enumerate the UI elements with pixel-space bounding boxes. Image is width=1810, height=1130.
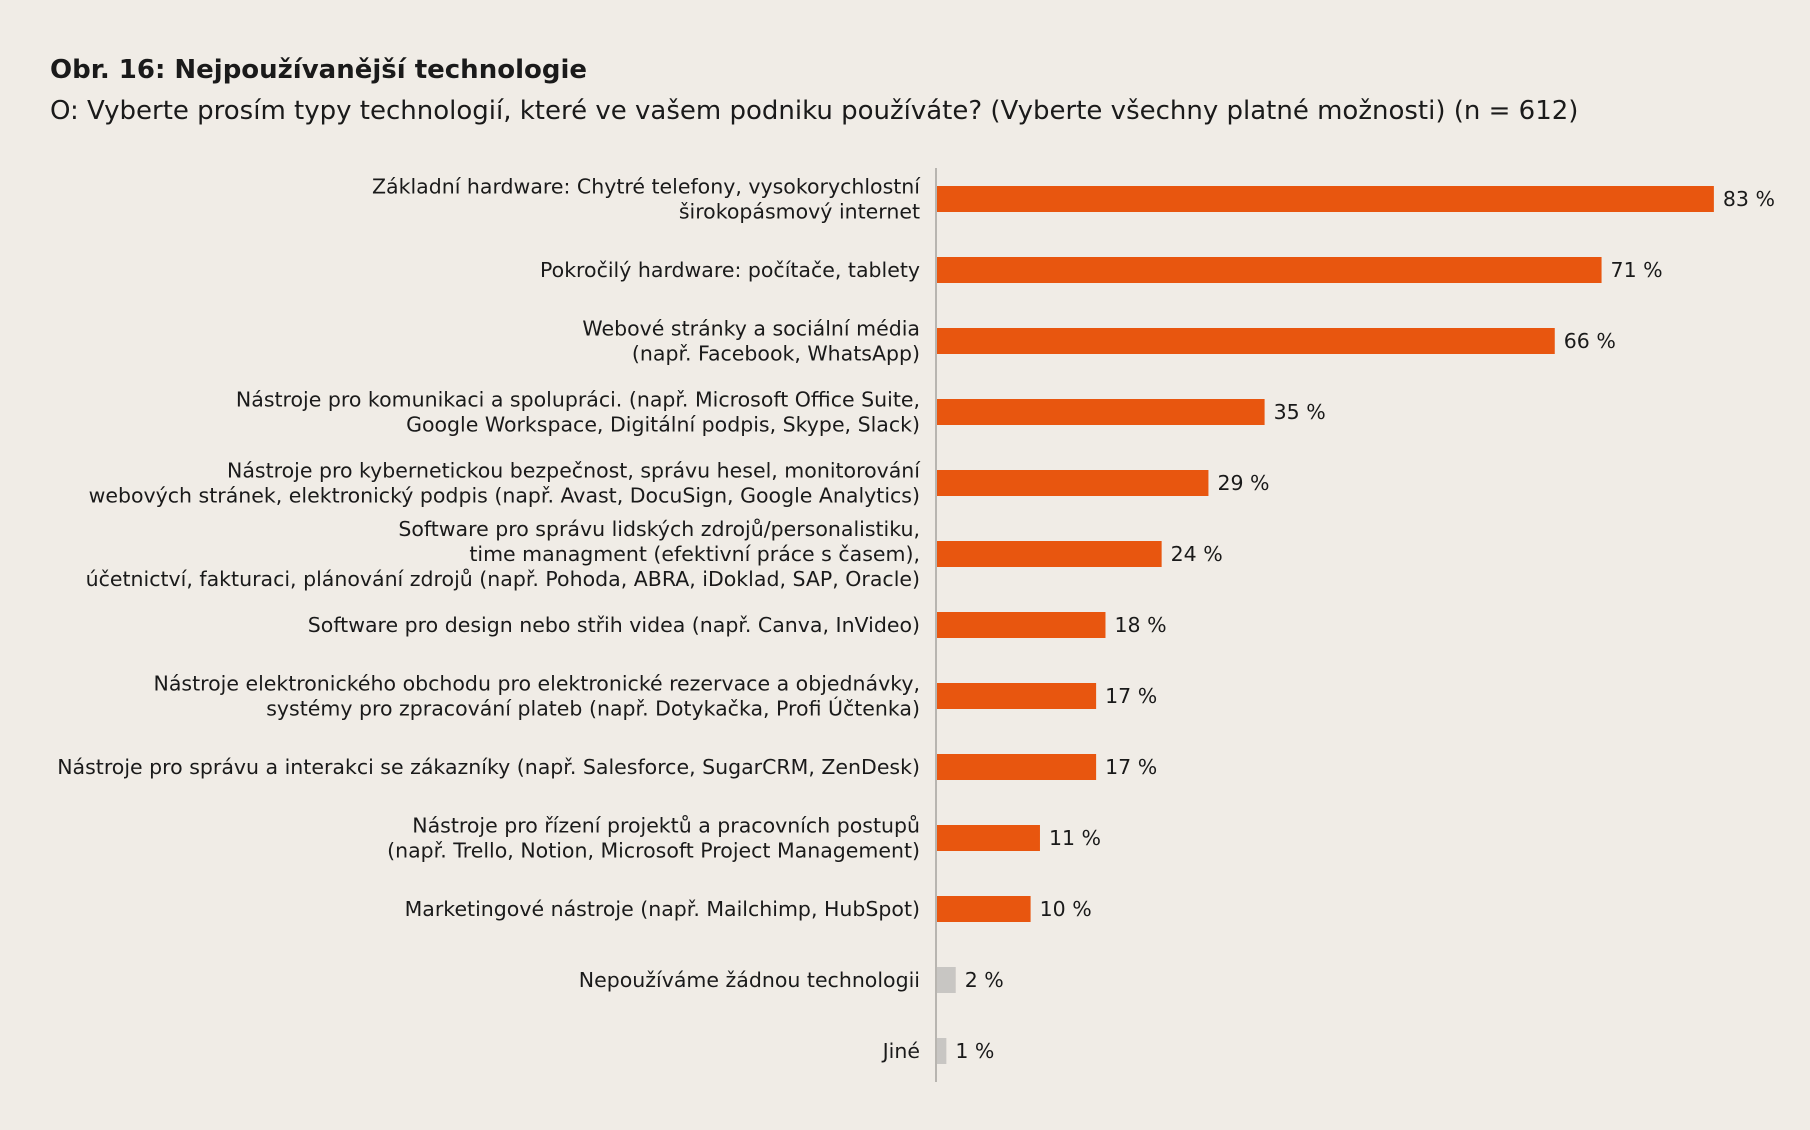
- category-label-3: Webové stránky a sociální média (např. Fa…: [582, 317, 920, 366]
- category-label-line: účetnictví, fakturaci, plánování zdrojů …: [86, 567, 920, 591]
- category-label-1: Základní hardware: Chytré telefony, vyso…: [372, 175, 921, 224]
- value-label-1: 83 %: [1723, 187, 1775, 211]
- value-label-11: 10 %: [1040, 897, 1092, 921]
- category-label-line: Nástroje pro řízení projektů a pracovníc…: [412, 814, 920, 838]
- value-label-7: 18 %: [1114, 613, 1166, 637]
- category-label-line: Jiné: [881, 1039, 920, 1063]
- category-label-7: Software pro design nebo střih videa (na…: [308, 613, 920, 637]
- value-label-3: 66 %: [1564, 329, 1616, 353]
- value-label-5: 29 %: [1217, 471, 1269, 495]
- category-label-line: Software pro správu lidských zdrojů/pers…: [398, 517, 920, 541]
- category-label-line: webových stránek, elektronický podpis (n…: [89, 484, 920, 508]
- bar-11: [937, 896, 1031, 922]
- bar-4: [937, 399, 1265, 425]
- chart-title: Obr. 16: Nejpoužívanější technologie: [50, 55, 587, 85]
- bar-9: [937, 754, 1097, 780]
- category-label-10: Nástroje pro řízení projektů a pracovníc…: [387, 814, 920, 863]
- bar-6: [937, 541, 1162, 567]
- bar-8: [937, 683, 1097, 709]
- category-label-line: systémy pro zpracování plateb (např. Dot…: [266, 696, 920, 721]
- value-label-6: 24 %: [1171, 542, 1223, 566]
- value-label-4: 35 %: [1274, 400, 1326, 424]
- value-label-8: 17 %: [1105, 684, 1157, 708]
- value-label-2: 71 %: [1611, 258, 1663, 282]
- bar-7: [937, 612, 1106, 638]
- category-label-line: time managment (efektivní práce s časem)…: [469, 542, 920, 566]
- category-label-line: Nástroje pro správu a interakci se zákaz…: [57, 755, 920, 779]
- category-label-4: Nástroje pro komunikaci a spolupráci. (n…: [236, 388, 920, 437]
- category-label-line: Google Workspace, Digitální podpis, Skyp…: [406, 413, 920, 437]
- category-label-line: Nástroje pro kybernetickou bezpečnost, s…: [227, 459, 921, 483]
- category-label-line: (např. Trello, Notion, Microsoft Project…: [387, 839, 920, 863]
- bar-2: [937, 257, 1602, 283]
- bar-1: [937, 186, 1714, 212]
- category-label-line: Základní hardware: Chytré telefony, vyso…: [372, 175, 921, 199]
- category-label-11: Marketingové nástroje (např. Mailchimp, …: [405, 897, 920, 921]
- category-label-9: Nástroje pro správu a interakci se zákaz…: [57, 755, 920, 779]
- category-label-line: (např. Facebook, WhatsApp): [632, 342, 920, 366]
- category-label-5: Nástroje pro kybernetickou bezpečnost, s…: [89, 459, 922, 508]
- value-label-13: 1 %: [955, 1039, 994, 1063]
- bar-12: [937, 967, 956, 993]
- category-label-12: Nepoužíváme žádnou technologii: [579, 968, 920, 992]
- chart-subtitle: O: Vyberte prosím typy technologií, kter…: [50, 96, 1579, 126]
- bar-13: [937, 1038, 947, 1064]
- category-label-line: širokopásmový internet: [679, 200, 920, 224]
- bar-10: [937, 825, 1040, 851]
- category-label-13: Jiné: [881, 1039, 920, 1063]
- category-label-line: Software pro design nebo střih videa (na…: [308, 613, 920, 637]
- category-label-8: Nástroje elektronického obchodu pro elek…: [154, 672, 921, 721]
- bar-3: [937, 328, 1555, 354]
- category-label-2: Pokročilý hardware: počítače, tablety: [540, 258, 920, 282]
- category-label-line: Nástroje elektronického obchodu pro elek…: [154, 672, 921, 696]
- category-label-line: Nepoužíváme žádnou technologii: [579, 968, 920, 992]
- category-label-line: Pokročilý hardware: počítače, tablety: [540, 258, 920, 282]
- category-label-line: Webové stránky a sociální média: [582, 317, 920, 341]
- value-label-9: 17 %: [1105, 755, 1157, 779]
- category-label-line: Marketingové nástroje (např. Mailchimp, …: [405, 897, 920, 921]
- category-label-6: Software pro správu lidských zdrojů/pers…: [86, 517, 920, 591]
- value-label-12: 2 %: [965, 968, 1004, 992]
- value-label-10: 11 %: [1049, 826, 1101, 850]
- category-label-line: Nástroje pro komunikaci a spolupráci. (n…: [236, 388, 920, 412]
- bar-5: [937, 470, 1209, 496]
